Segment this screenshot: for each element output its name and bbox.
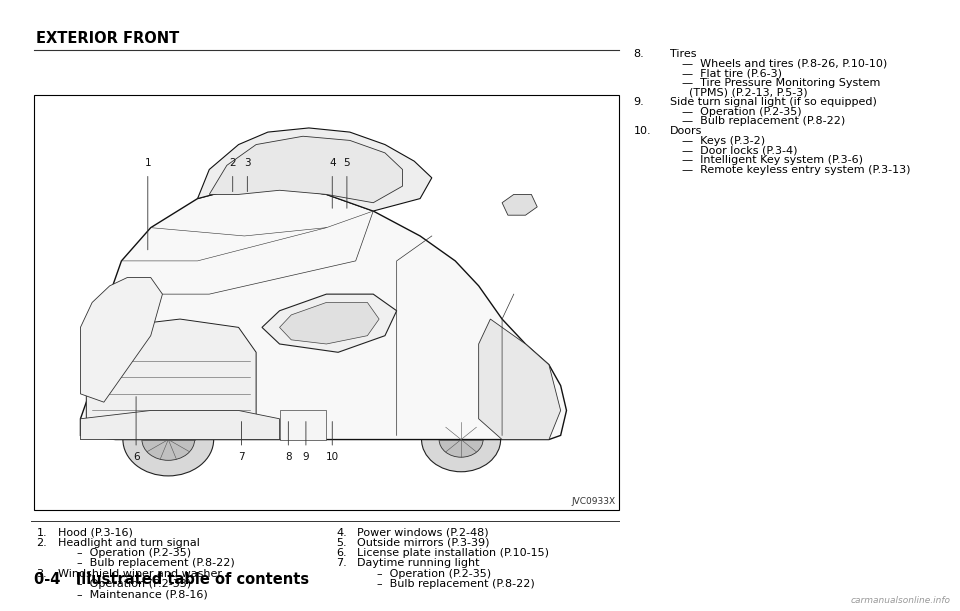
Text: 2.: 2. [36,538,47,548]
Text: 3: 3 [244,158,251,167]
Text: 2: 2 [229,158,236,167]
Text: —  Keys (P.3-2): — Keys (P.3-2) [682,136,765,146]
Text: Tires: Tires [670,49,697,59]
Text: 5: 5 [344,158,350,167]
Ellipse shape [439,422,483,457]
Bar [34,95,619,510]
Text: Headlight and turn signal: Headlight and turn signal [58,538,200,548]
Polygon shape [81,277,162,402]
Polygon shape [81,186,566,439]
Text: –  Operation (P.2-35): – Operation (P.2-35) [77,548,191,558]
Text: 10.: 10. [634,126,651,136]
Polygon shape [198,128,432,211]
Text: Side turn signal light (if so equipped): Side turn signal light (if so equipped) [670,97,876,107]
Polygon shape [502,194,538,215]
Text: –  Operation (P.2-35): – Operation (P.2-35) [377,569,492,579]
Text: 1.: 1. [36,528,47,538]
Text: 8.: 8. [634,49,644,59]
Text: –  Bulb replacement (P.8-22): – Bulb replacement (P.8-22) [377,579,535,589]
Ellipse shape [123,403,214,476]
Text: 9: 9 [302,452,309,462]
Text: —  Flat tire (P.6-3): — Flat tire (P.6-3) [682,68,781,78]
Text: 8: 8 [285,452,292,462]
Text: —  Door locks (P.3-4): — Door locks (P.3-4) [682,145,797,155]
Polygon shape [262,294,396,353]
Text: —  Intelligent Key system (P.3-6): — Intelligent Key system (P.3-6) [682,155,863,165]
Text: 1: 1 [144,158,151,167]
Text: carmanualsonline.info: carmanualsonline.info [851,596,950,605]
Text: Daytime running light: Daytime running light [357,558,480,568]
Text: 4: 4 [329,158,336,167]
Text: 4.: 4. [336,528,347,538]
Text: 5.: 5. [336,538,347,548]
Text: 6: 6 [132,452,139,462]
Text: 6.: 6. [336,548,347,558]
Text: –  Maintenance (P.8-16): – Maintenance (P.8-16) [77,589,207,599]
Polygon shape [279,411,326,439]
Text: 9.: 9. [634,97,644,107]
Text: 7.: 7. [336,558,347,568]
Text: —  Bulb replacement (P.8-22): — Bulb replacement (P.8-22) [682,117,845,126]
Text: Doors: Doors [670,126,703,136]
Text: –  Bulb replacement (P.8-22): – Bulb replacement (P.8-22) [77,558,234,568]
Text: 3.: 3. [36,569,47,579]
Polygon shape [81,411,279,439]
Polygon shape [479,319,561,439]
Text: 0-4   Illustrated table of contents: 0-4 Illustrated table of contents [34,571,309,587]
Text: 7: 7 [238,452,245,462]
Text: (TPMS) (P.2-13, P.5-3): (TPMS) (P.2-13, P.5-3) [689,87,808,98]
Text: EXTERIOR FRONT: EXTERIOR FRONT [36,31,180,46]
Ellipse shape [421,408,500,472]
Text: JVC0933X: JVC0933X [571,497,615,506]
Text: Power windows (P.2-48): Power windows (P.2-48) [357,528,489,538]
Text: —  Operation (P.2-35): — Operation (P.2-35) [682,107,802,117]
Polygon shape [279,302,379,344]
Ellipse shape [142,419,195,460]
Text: Outside mirrors (P.3-39): Outside mirrors (P.3-39) [357,538,490,548]
Text: –  Operation (P.2-33): – Operation (P.2-33) [77,579,191,589]
Text: Hood (P.3-16): Hood (P.3-16) [58,528,132,538]
Text: Windshield wiper and washer: Windshield wiper and washer [58,569,222,579]
Text: 10: 10 [325,452,339,462]
Text: —  Wheels and tires (P.8-26, P.10-10): — Wheels and tires (P.8-26, P.10-10) [682,59,887,68]
Text: —  Remote keyless entry system (P.3-13): — Remote keyless entry system (P.3-13) [682,165,910,175]
Polygon shape [86,319,256,427]
Text: —  Tire Pressure Monitoring System: — Tire Pressure Monitoring System [682,78,880,88]
Polygon shape [209,136,402,203]
Text: License plate installation (P.10-15): License plate installation (P.10-15) [357,548,549,558]
